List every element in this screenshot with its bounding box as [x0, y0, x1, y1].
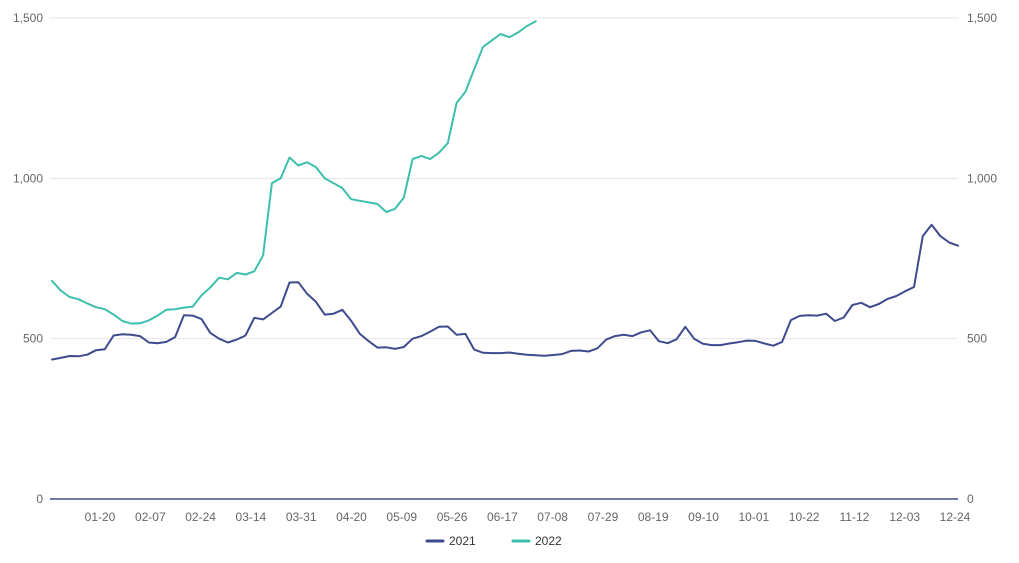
x-tick-label: 06-17 [487, 510, 518, 524]
legend-label: 2021 [449, 534, 476, 548]
y-tick-label-left: 1,500 [13, 11, 43, 25]
x-tick-label: 05-26 [437, 510, 468, 524]
y-tick-label-left: 0 [36, 492, 43, 506]
x-tick-label: 05-09 [386, 510, 417, 524]
y-tick-label-right: 0 [967, 492, 974, 506]
y-tick-label-left: 1,000 [13, 171, 43, 185]
x-tick-label: 10-01 [738, 510, 769, 524]
y-tick-label-left: 500 [23, 332, 43, 346]
x-tick-label: 08-19 [638, 510, 669, 524]
legend-item-2022[interactable]: 2022 [511, 534, 562, 548]
x-tick-label: 12-03 [889, 510, 920, 524]
y-tick-label-right: 1,500 [967, 11, 997, 25]
x-tick-label: 03-31 [286, 510, 317, 524]
x-axis: 01-20 02-07 02-24 03-14 03-31 04-20 05-09 05-26… [50, 498, 971, 524]
legend[interactable]: 2021 2022 [425, 534, 562, 548]
x-tick-label: 12-24 [940, 510, 971, 524]
y-tick-label-right: 500 [967, 332, 987, 346]
x-tick-label: 03-14 [236, 510, 267, 524]
x-tick-label: 02-24 [185, 510, 216, 524]
series-line-2022 [51, 20, 537, 325]
y-tick-label-right: 1,000 [967, 171, 997, 185]
legend-label: 2022 [535, 534, 562, 548]
x-tick-label: 02-07 [135, 510, 166, 524]
y-axis-right: 0 500 1,000 1,500 [967, 11, 997, 506]
x-tick-label: 07-29 [588, 510, 619, 524]
x-tick-label: 07-08 [537, 510, 568, 524]
x-tick-label: 11-12 [840, 510, 870, 524]
legend-item-2021[interactable]: 2021 [425, 534, 476, 548]
y-axis-left: 0 500 1,000 1,500 [13, 11, 43, 506]
series-line-2021 [51, 223, 959, 361]
series-lines [51, 20, 959, 361]
x-tick-label: 01-20 [85, 510, 116, 524]
x-tick-label: 04-20 [336, 510, 367, 524]
x-tick-label: 10-22 [789, 510, 820, 524]
x-tick-label: 09-10 [688, 510, 719, 524]
gridlines [50, 17, 958, 340]
